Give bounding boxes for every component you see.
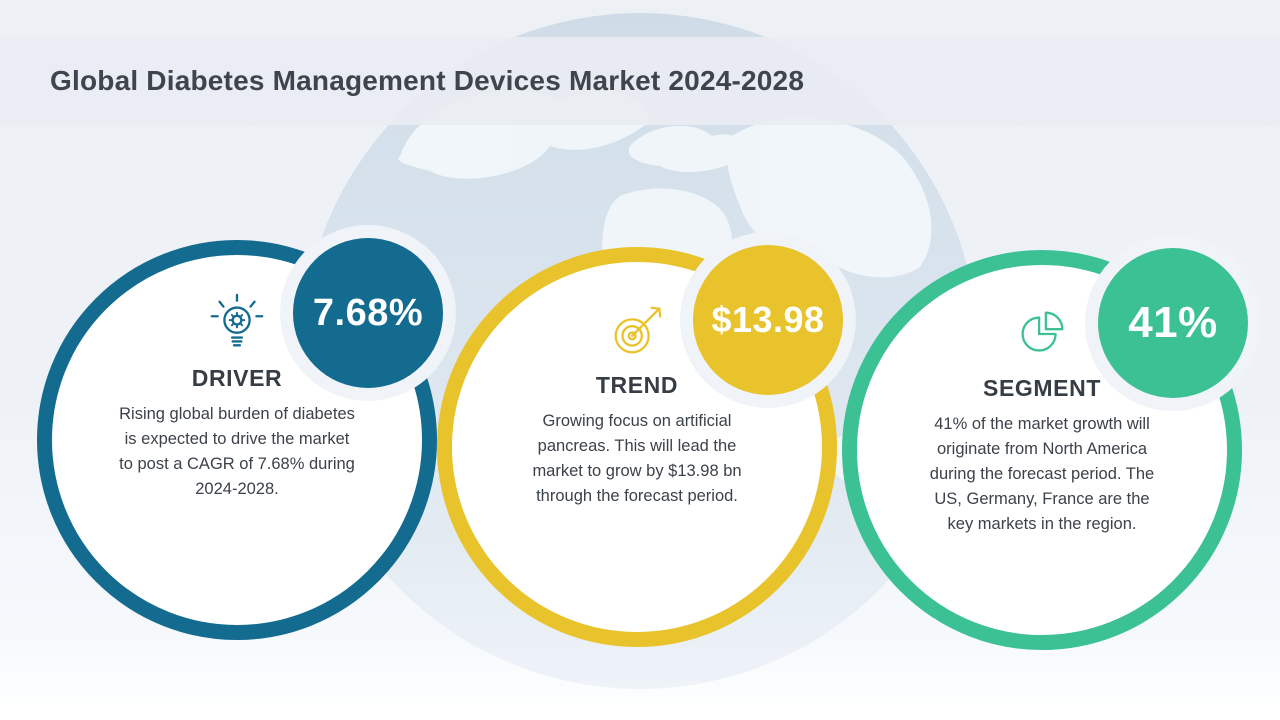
card-title: DRIVER bbox=[191, 365, 283, 391]
card-title: TREND bbox=[595, 372, 679, 398]
card-description: Growing focus on artificial pancreas. Th… bbox=[532, 412, 742, 506]
card-content: TREND Growing focus on artificial pancre… bbox=[452, 262, 822, 632]
card-content: DRIVER Rising global burden of diabetes … bbox=[52, 255, 422, 625]
card-driver: DRIVER Rising global burden of diabetes … bbox=[37, 238, 443, 640]
card-description: 41% of the market growth will originate … bbox=[929, 415, 1155, 534]
bulb-gear-icon bbox=[206, 293, 268, 355]
bottom-strip bbox=[0, 705, 1280, 720]
stat-badge: 7.68% bbox=[293, 238, 443, 388]
card-segment: SEGMENT 41% of the market growth will or… bbox=[842, 248, 1248, 650]
header-band: Global Diabetes Management Devices Marke… bbox=[0, 37, 1280, 125]
card-content: SEGMENT 41% of the market growth will or… bbox=[857, 265, 1227, 635]
card-trend: TREND Growing focus on artificial pancre… bbox=[437, 245, 843, 647]
target-arrow-icon bbox=[606, 300, 668, 362]
stat-badge: $13.98 bbox=[693, 245, 843, 395]
pie-chart-icon bbox=[1011, 303, 1073, 365]
stat-badge: 41% bbox=[1098, 248, 1248, 398]
card-title: SEGMENT bbox=[983, 375, 1101, 401]
page-title: Global Diabetes Management Devices Marke… bbox=[50, 65, 805, 96]
card-description: Rising global burden of diabetes is expe… bbox=[119, 405, 355, 499]
